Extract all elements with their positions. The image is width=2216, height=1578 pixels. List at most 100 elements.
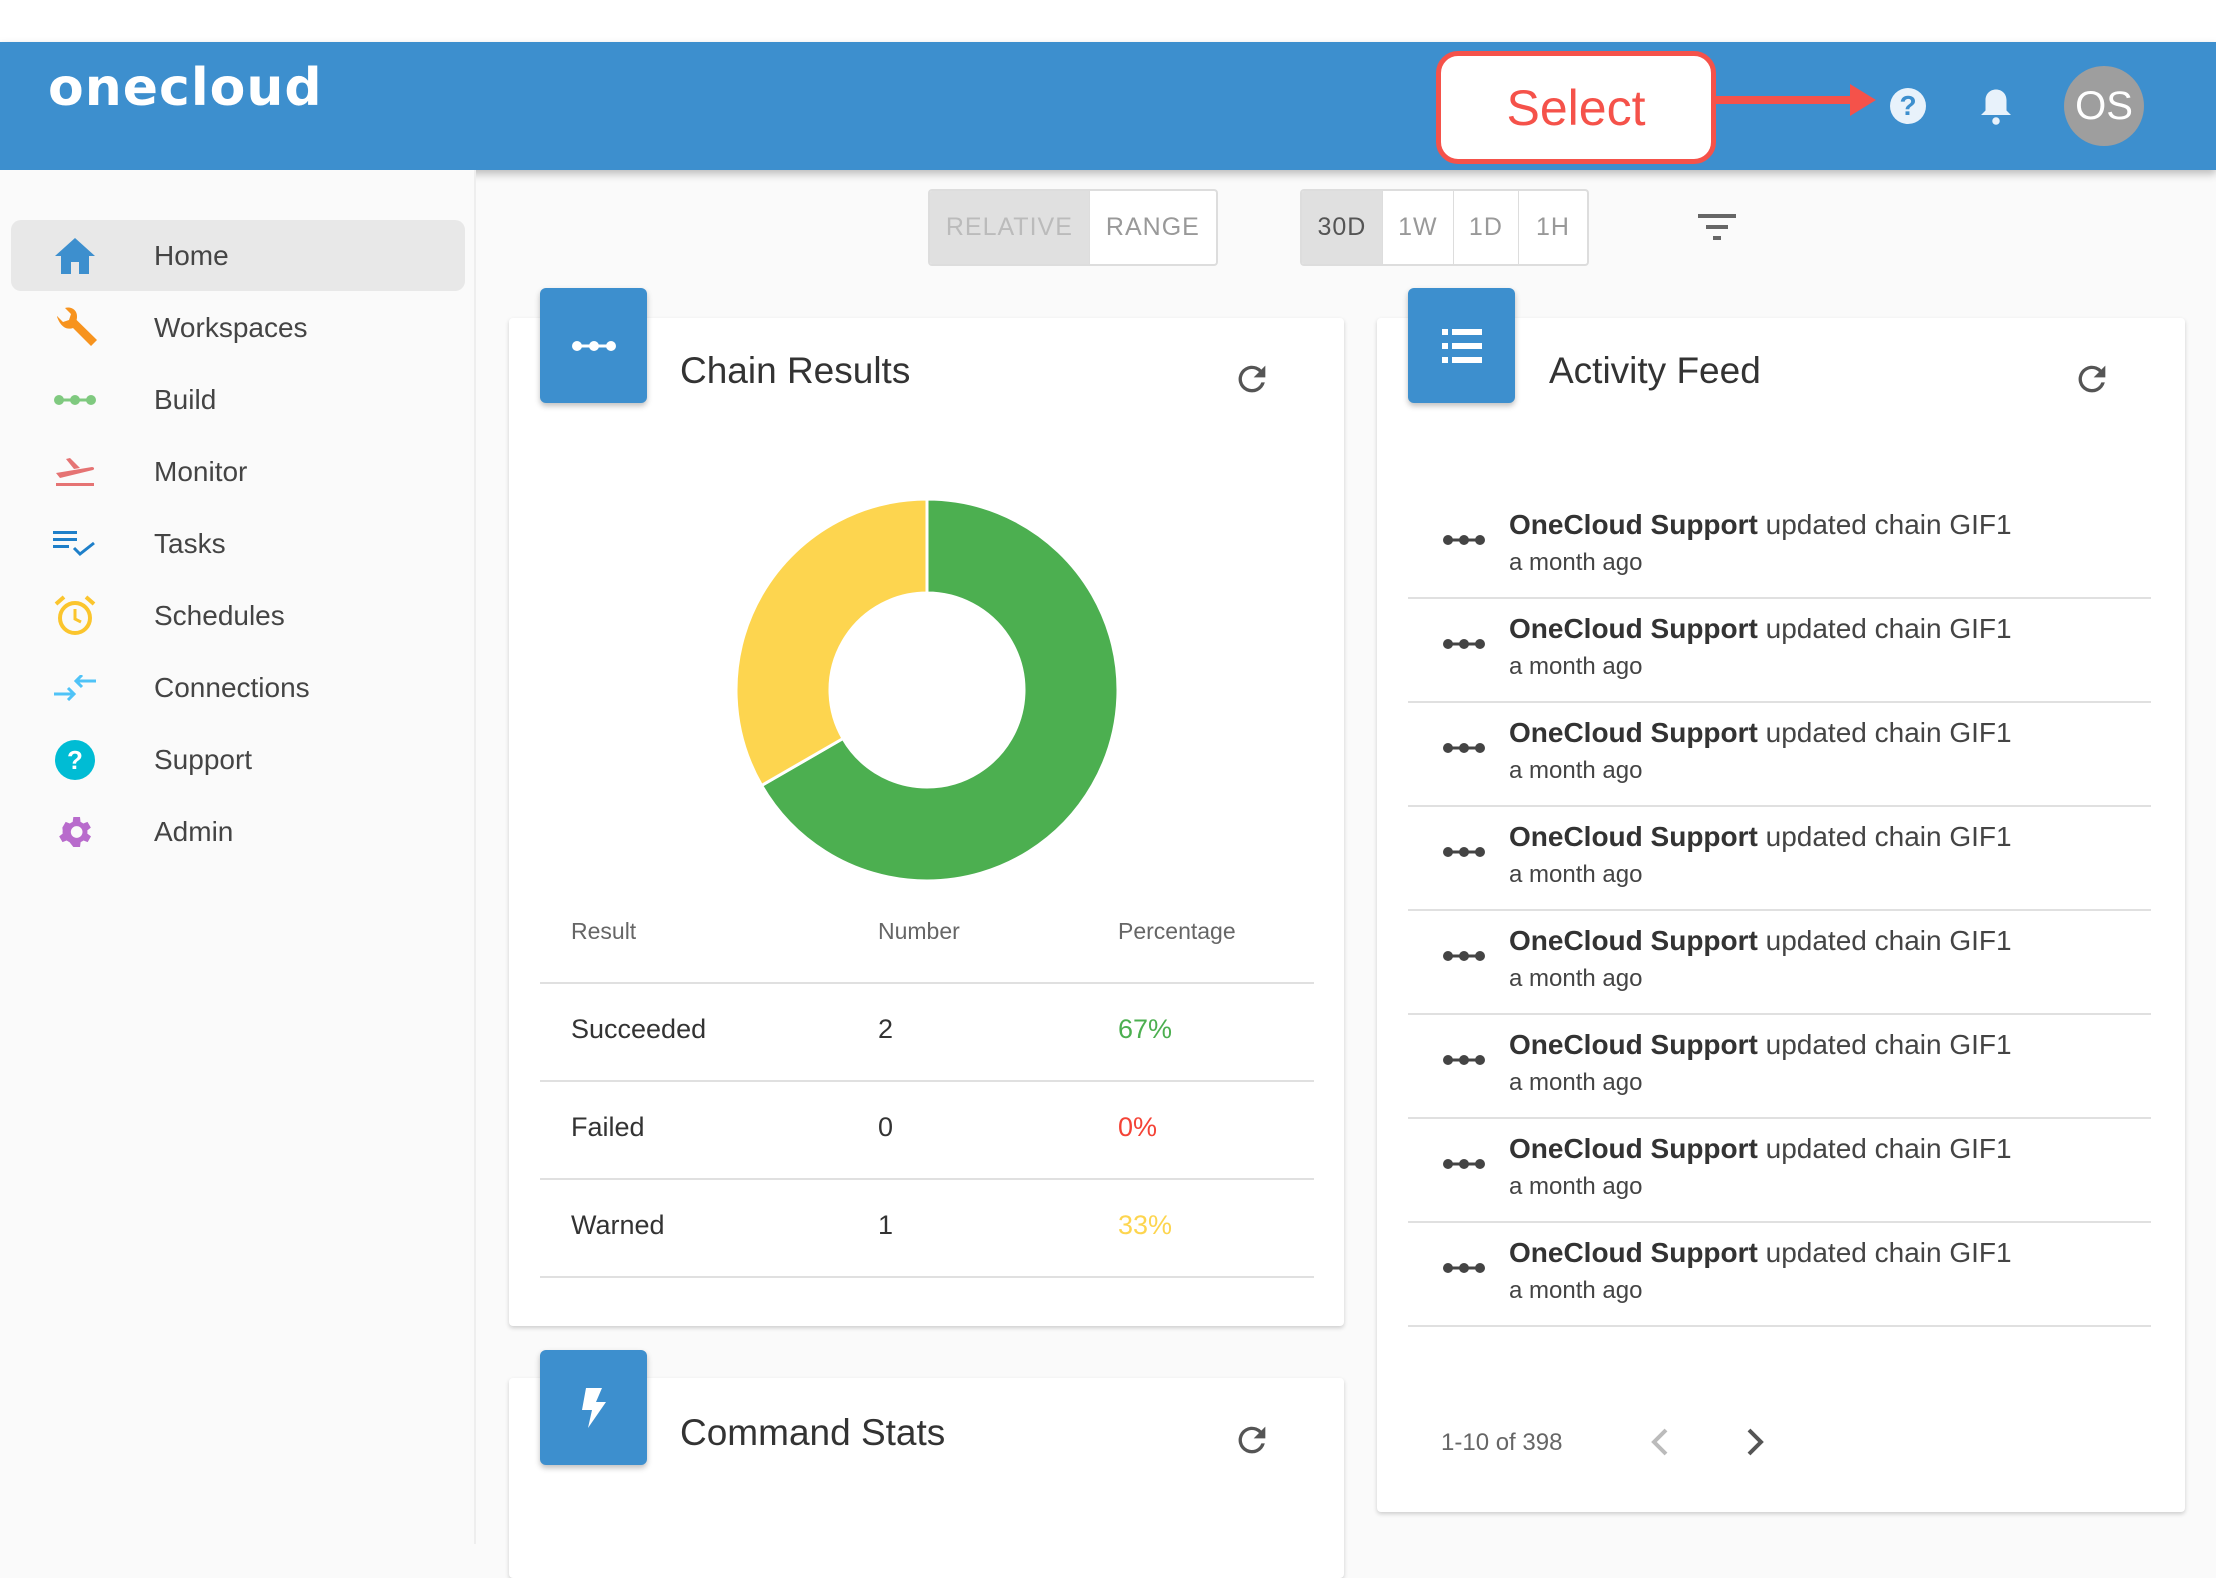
plane-icon	[53, 450, 97, 494]
sidebar-item-admin[interactable]: Admin	[11, 796, 465, 867]
feed-user[interactable]: OneCloud Support	[1509, 1029, 1758, 1060]
filter-icon[interactable]	[1698, 212, 1736, 242]
result-number: 0	[878, 1112, 894, 1142]
col-result: Result	[571, 918, 637, 944]
pagination-label: 1-10 of 398	[1441, 1429, 1563, 1456]
chain-icon	[53, 378, 97, 422]
feed-action: updated chain GIF1	[1765, 1029, 2012, 1060]
range-1w-button[interactable]: 1W	[1383, 191, 1454, 264]
wrench-icon	[53, 306, 97, 350]
activity-feed-title: Activity Feed	[1549, 350, 1761, 391]
chain-icon	[1443, 1261, 1485, 1279]
feed-time: a month ago	[1509, 1277, 1643, 1304]
feed-item[interactable]: OneCloud Support updated chain GIF1 a mo…	[1408, 911, 2151, 1015]
refresh-icon[interactable]	[1232, 1420, 1272, 1460]
donut-slice-succeeded[interactable]	[759, 497, 1120, 883]
donut-slice-warned[interactable]	[734, 497, 929, 788]
feed-time: a month ago	[1509, 1069, 1643, 1096]
home-icon	[53, 234, 97, 278]
gear-icon	[53, 810, 97, 854]
relative-button[interactable]: RELATIVE	[930, 191, 1090, 264]
feed-user[interactable]: OneCloud Support	[1509, 613, 1758, 644]
feed-item[interactable]: OneCloud Support updated chain GIF1 a mo…	[1408, 1223, 2151, 1327]
sidebar-item-label: Schedules	[154, 599, 285, 631]
feed-time: a month ago	[1509, 1173, 1643, 1200]
avatar[interactable]: OS	[2064, 66, 2144, 146]
feed-user[interactable]: OneCloud Support	[1509, 925, 1758, 956]
list-icon	[1441, 328, 1482, 363]
feed-action: updated chain GIF1	[1765, 613, 2012, 644]
chain-badge	[540, 288, 647, 403]
range-1d-button[interactable]: 1D	[1454, 191, 1519, 264]
feed-action: updated chain GIF1	[1765, 717, 2012, 748]
feed-item[interactable]: OneCloud Support updated chain GIF1 a mo…	[1408, 1119, 2151, 1223]
result-number: 2	[878, 1014, 894, 1044]
chevron-left-icon[interactable]	[1650, 1428, 1670, 1456]
chain-icon	[1443, 637, 1485, 655]
range-1h-button[interactable]: 1H	[1535, 213, 1570, 241]
feed-time: a month ago	[1509, 549, 1643, 576]
sidebar-item-label: Monitor	[154, 455, 248, 487]
col-number: Number	[878, 918, 960, 944]
result-percentage: 0%	[1118, 1112, 1158, 1142]
sidebar-item-home[interactable]: Home	[11, 220, 465, 291]
sidebar-item-label: Workspaces	[154, 311, 308, 343]
result-name: Succeeded	[571, 1014, 707, 1044]
feed-item[interactable]: OneCloud Support updated chain GIF1 a mo…	[1408, 703, 2151, 807]
tasks-icon	[53, 522, 97, 566]
feed-item[interactable]: OneCloud Support updated chain GIF1 a mo…	[1408, 599, 2151, 703]
feed-item[interactable]: OneCloud Support updated chain GIF1 a mo…	[1408, 1015, 2151, 1119]
feed-item[interactable]: OneCloud Support updated chain GIF1 a mo…	[1408, 495, 2151, 599]
range-button[interactable]: RANGE	[1105, 213, 1200, 241]
result-number: 1	[878, 1210, 894, 1240]
feed-action: updated chain GIF1	[1765, 1237, 2012, 1268]
select-callout: Select	[1436, 51, 1716, 164]
result-percentage: 33%	[1118, 1210, 1173, 1240]
command-stats-title: Command Stats	[680, 1412, 946, 1453]
feed-user[interactable]: OneCloud Support	[1509, 509, 1758, 540]
chain-results-title: Chain Results	[680, 350, 911, 391]
refresh-icon[interactable]	[2072, 359, 2112, 399]
feed-user[interactable]: OneCloud Support	[1509, 1237, 1758, 1268]
sidebar-item-workspaces[interactable]: Workspaces	[11, 292, 465, 363]
sidebar-item-label: Admin	[154, 815, 234, 847]
chain-icon	[1443, 1157, 1485, 1175]
divider	[540, 1080, 1314, 1082]
top-strip	[0, 0, 2216, 42]
svg-text:?: ?	[67, 745, 83, 775]
bolt-icon	[581, 1387, 606, 1428]
alarm-icon	[53, 594, 97, 638]
sidebar-item-tasks[interactable]: Tasks	[11, 508, 465, 579]
sidebar-item-label: Support	[154, 743, 253, 775]
support-icon: ?	[53, 738, 97, 782]
app-header: onecloud	[0, 42, 2216, 170]
logo[interactable]: onecloud	[48, 58, 323, 118]
feed-user[interactable]: OneCloud Support	[1509, 821, 1758, 852]
feed-time: a month ago	[1509, 861, 1643, 888]
sidebar-item-connections[interactable]: Connections	[11, 652, 465, 723]
sidebar-item-build[interactable]: Build	[11, 364, 465, 435]
chain-icon	[1443, 949, 1485, 967]
chain-icon	[571, 340, 616, 351]
connections-icon	[53, 666, 97, 710]
chevron-right-icon[interactable]	[1745, 1428, 1765, 1456]
sidebar-item-label: Build	[154, 383, 217, 415]
feed-action: updated chain GIF1	[1765, 821, 2012, 852]
feed-user[interactable]: OneCloud Support	[1509, 717, 1758, 748]
range-30d-button[interactable]: 30D	[1302, 191, 1383, 264]
activity-feed-card	[1377, 318, 2185, 1512]
callout-arrowhead	[1850, 84, 1876, 116]
bell-icon[interactable]	[1978, 86, 2014, 126]
result-name: Failed	[571, 1112, 645, 1142]
feed-item[interactable]: OneCloud Support updated chain GIF1 a mo…	[1408, 807, 2151, 911]
feed-time: a month ago	[1509, 965, 1643, 992]
result-name: Warned	[571, 1210, 665, 1240]
sidebar-item-schedules[interactable]: Schedules	[11, 580, 465, 651]
help-icon[interactable]: ?	[1890, 88, 1926, 124]
refresh-icon[interactable]	[1232, 359, 1272, 399]
col-percentage: Percentage	[1118, 918, 1236, 944]
sidebar-item-support[interactable]: ? Support	[11, 724, 465, 795]
divider	[540, 1178, 1314, 1180]
sidebar-item-monitor[interactable]: Monitor	[11, 436, 465, 507]
feed-user[interactable]: OneCloud Support	[1509, 1133, 1758, 1164]
